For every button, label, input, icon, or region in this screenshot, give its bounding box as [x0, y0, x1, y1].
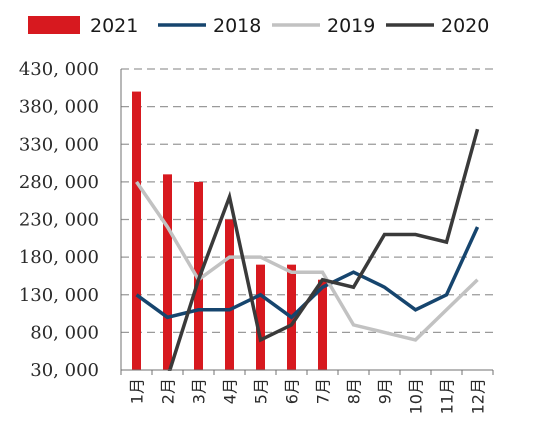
x-tick-label: 2月: [159, 378, 178, 404]
y-tick-label: 130, 000: [19, 285, 99, 306]
y-tick-label: 330, 000: [19, 134, 99, 155]
y-axis-ticks: 30, 000 80, 000 130, 000 180, 000 230, 000 28…: [19, 59, 99, 381]
legend-label-2020: 2020: [441, 15, 489, 37]
x-tick-label: 4月: [221, 378, 240, 404]
bar-2021: [132, 91, 141, 370]
x-axis-ticks: 1月 2月 3月 4月 5月 6月 7月 8月 9月 10月 11月 12月: [120, 370, 494, 414]
y-tick-label: 180, 000: [19, 247, 99, 268]
series-line-2019: [135, 180, 479, 342]
legend-label-2019: 2019: [327, 15, 375, 37]
y-tick-label: 80, 000: [30, 322, 99, 343]
x-tick-label: 12月: [469, 378, 488, 414]
legend: 2021 2018 2019 2020: [28, 15, 489, 37]
x-tick-label: 7月: [314, 378, 333, 404]
x-tick-label: 3月: [190, 378, 209, 404]
bar-2021: [225, 219, 234, 370]
y-tick-label: 430, 000: [19, 59, 99, 80]
y-tick-label: 30, 000: [30, 360, 99, 381]
x-tick-label: 5月: [252, 378, 271, 404]
x-tick-label: 9月: [376, 378, 395, 404]
gridlines: [121, 68, 493, 334]
y-tick-label: 280, 000: [19, 172, 99, 193]
y-tick-label: 380, 000: [19, 97, 99, 118]
x-tick-label: 10月: [407, 378, 426, 414]
x-tick-label: 6月: [283, 378, 302, 404]
x-tick-label: 8月: [345, 378, 364, 404]
legend-label-2018: 2018: [213, 15, 261, 37]
bar-2021: [256, 264, 265, 370]
bars-2021: [132, 91, 327, 370]
legend-swatch-2021: [28, 16, 80, 34]
x-tick-label: 1月: [128, 378, 147, 404]
bar-2021: [318, 279, 327, 370]
series-line-2020: [167, 128, 480, 371]
y-tick-label: 230, 000: [19, 210, 99, 231]
legend-label-2021: 2021: [90, 15, 138, 37]
bar-2021: [163, 174, 172, 370]
x-tick-label: 11月: [438, 378, 457, 414]
series-lines: [135, 128, 480, 371]
